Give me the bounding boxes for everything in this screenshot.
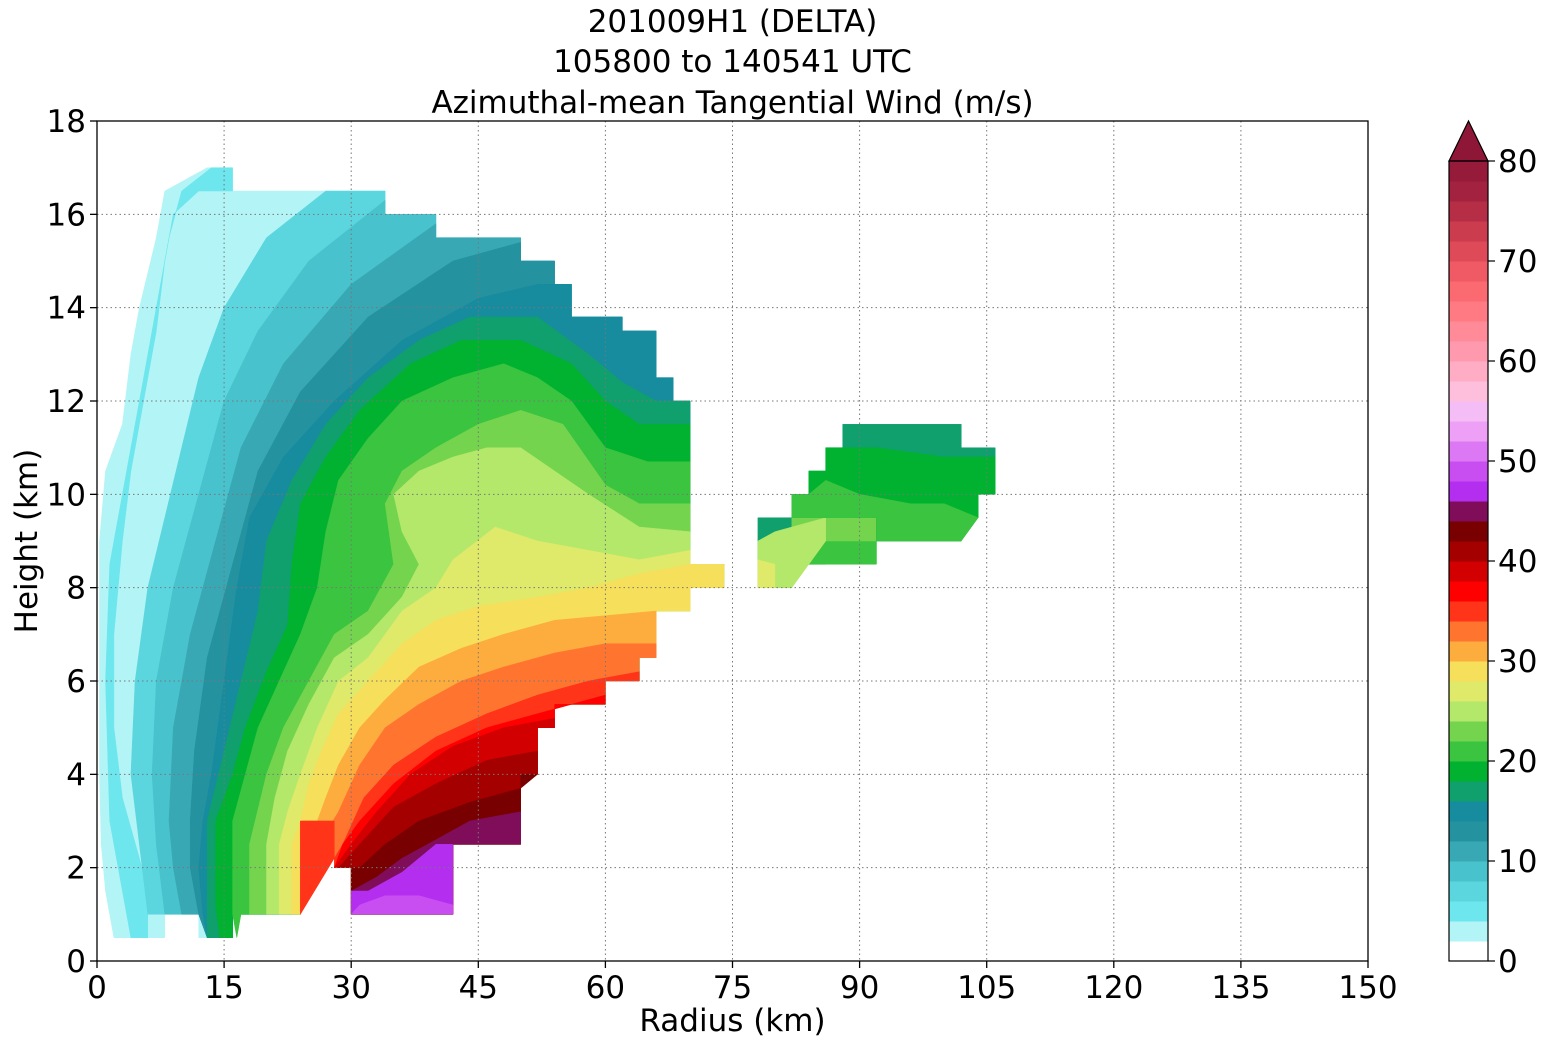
x-tick-label: 60: [586, 970, 625, 1006]
colorbar-segment: [1449, 461, 1488, 482]
colorbar-segment: [1449, 781, 1488, 802]
colorbar-tick-label: 60: [1498, 344, 1537, 380]
x-tick-label: 90: [840, 970, 879, 1006]
colorbar-segment: [1449, 301, 1488, 322]
colorbar-segment: [1449, 601, 1488, 622]
y-tick-label: 0: [66, 944, 86, 980]
colorbar-segment: [1449, 621, 1488, 642]
colorbar-segment: [1449, 921, 1488, 942]
y-tick-label: 18: [47, 104, 86, 140]
colorbar-segment: [1449, 681, 1488, 702]
colorbar-segment: [1449, 861, 1488, 882]
colorbar-segment: [1449, 521, 1488, 542]
colorbar-tick-label: 40: [1498, 544, 1537, 580]
y-tick-label: 2: [66, 851, 86, 887]
x-tick-label: 105: [957, 970, 1016, 1006]
contour-fill-layer: [99, 167, 996, 938]
y-axis-label: Height (km): [9, 449, 45, 634]
y-tick-label: 16: [47, 197, 86, 233]
colorbar-segment: [1449, 721, 1488, 742]
y-tick-label: 12: [47, 384, 86, 420]
x-tick-label: 45: [459, 970, 498, 1006]
x-tick-label: 75: [713, 970, 752, 1006]
y-tick-label: 4: [66, 757, 86, 793]
colorbar-segment: [1449, 741, 1488, 762]
colorbar-segment: [1449, 561, 1488, 582]
colorbar-segment: [1449, 581, 1488, 602]
y-tick-label: 8: [66, 571, 86, 607]
x-axis-label: Radius (km): [639, 1003, 825, 1039]
colorbar-segment: [1449, 821, 1488, 842]
chart-title-line-2: 105800 to 140541 UTC: [553, 44, 912, 80]
colorbar-segment: [1449, 421, 1488, 442]
colorbar-segment: [1449, 801, 1488, 822]
x-tick-label: 120: [1084, 970, 1143, 1006]
colorbar-segment: [1449, 941, 1488, 962]
colorbar-tick-label: 70: [1498, 244, 1537, 280]
colorbar-segment: [1449, 841, 1488, 862]
colorbar: 0 10 20 30 40 50 60 70 80: [1448, 119, 1537, 980]
colorbar-segment: [1449, 401, 1488, 422]
chart-title-line-1: 201009H1 (DELTA): [587, 4, 878, 40]
colorbar-segment: [1449, 481, 1488, 502]
y-tick-label: 6: [66, 664, 86, 700]
colorbar-segment: [1449, 381, 1488, 402]
colorbar-tick-label: 30: [1498, 644, 1537, 680]
colorbar-segment: [1449, 761, 1488, 782]
colorbar-tick-label: 10: [1498, 844, 1537, 880]
colorbar-segment: [1449, 341, 1488, 362]
colorbar-segment: [1449, 281, 1488, 302]
colorbar-segment: [1449, 501, 1488, 522]
contour-region-22: [350, 844, 454, 915]
colorbar-segment: [1449, 241, 1488, 262]
colorbar-segment: [1449, 361, 1488, 382]
x-tick-label: 135: [1211, 970, 1270, 1006]
colorbar-tick-label: 50: [1498, 444, 1537, 480]
colorbar-segment: [1449, 661, 1488, 682]
colorbar-segment: [1449, 701, 1488, 722]
x-tick-label: 150: [1338, 970, 1397, 1006]
y-tick-label: 10: [47, 477, 86, 513]
contour-region-28: [757, 559, 776, 588]
colorbar-segment: [1449, 161, 1488, 182]
x-tick-label: 15: [204, 970, 243, 1006]
colorbar-segment: [1449, 201, 1488, 222]
colorbar-tick-label: 80: [1498, 144, 1537, 180]
colorbar-segment: [1449, 321, 1488, 342]
chart-title-line-3: Azimuthal-mean Tangential Wind (m/s): [431, 85, 1034, 121]
colorbar-segment: [1449, 541, 1488, 562]
contour-region-23: [350, 895, 454, 915]
colorbar-segment: [1449, 441, 1488, 462]
colorbar-tick-label: 20: [1498, 744, 1537, 780]
colorbar-segment: [1449, 181, 1488, 202]
colorbar-segment: [1449, 221, 1488, 242]
colorbar-segment: [1449, 641, 1488, 662]
colorbar-segment: [1449, 881, 1488, 902]
x-tick-label: 30: [331, 970, 370, 1006]
y-tick-label: 14: [47, 291, 86, 327]
axes: 0 15 30 45 60 75 90 105 120 135 150 0 2 4 6 8 10 12 14 16 18…: [9, 104, 1398, 1039]
colorbar-segment: [1449, 261, 1488, 282]
colorbar-extend-arrow: [1448, 119, 1489, 162]
x-tick-label: 0: [87, 970, 107, 1006]
colorbar-segment: [1449, 901, 1488, 922]
grid-lines: [97, 121, 1368, 961]
colorbar-tick-label: 0: [1498, 944, 1518, 980]
